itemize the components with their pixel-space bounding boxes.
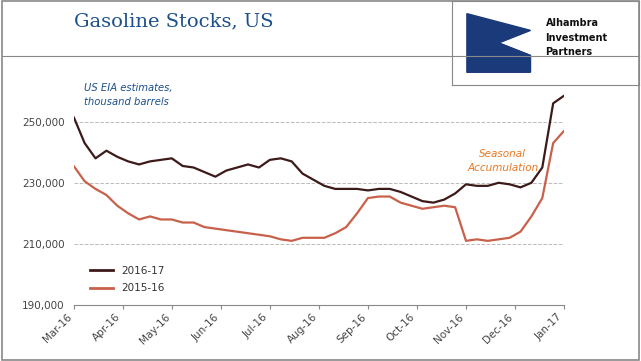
Polygon shape	[467, 14, 531, 72]
Text: Alhambra
Investment
Partners: Alhambra Investment Partners	[545, 18, 608, 57]
Text: Seasonal
Accumulation: Seasonal Accumulation	[467, 149, 538, 173]
Legend: 2016-17, 2015-16: 2016-17, 2015-16	[87, 262, 169, 297]
Polygon shape	[467, 43, 531, 72]
Text: US EIA estimates,
thousand barrels: US EIA estimates, thousand barrels	[83, 83, 172, 107]
Text: Gasoline Stocks, US: Gasoline Stocks, US	[74, 13, 273, 31]
